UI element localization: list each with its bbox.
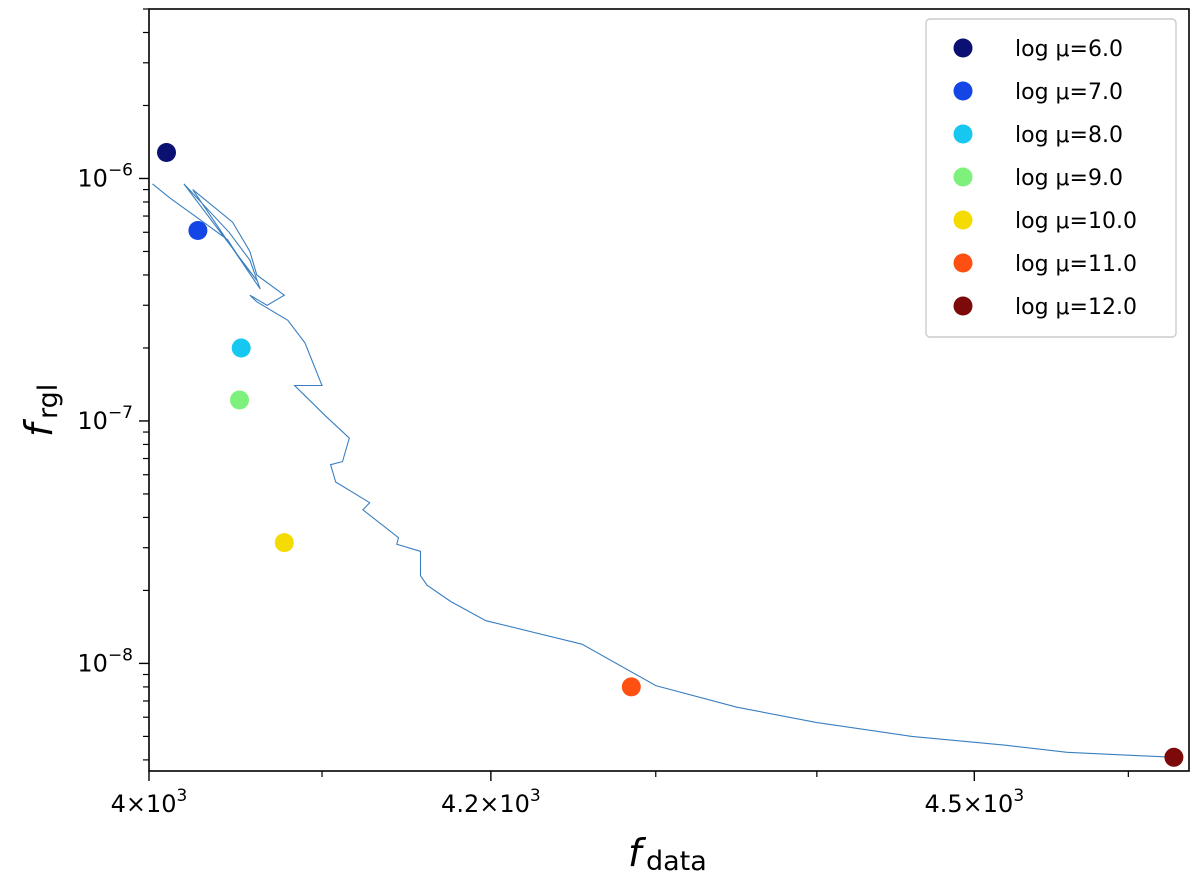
data-point xyxy=(274,533,294,553)
y-tick-labels: 10−6 10−7 10−8 xyxy=(77,160,133,677)
data-point xyxy=(157,143,176,162)
x-tick-label: 4×103 xyxy=(111,786,188,818)
data-point xyxy=(1164,747,1184,767)
major-ticks xyxy=(139,177,976,781)
data-point xyxy=(230,390,249,410)
x-tick-label: 4.2×103 xyxy=(441,786,541,818)
legend-box xyxy=(925,18,1177,338)
y-axis-label: f xyxy=(17,418,61,437)
x-axis-label-subscript: data xyxy=(646,846,707,877)
legend-marker xyxy=(953,253,973,273)
legend-marker xyxy=(953,296,973,316)
legend-marker xyxy=(953,38,973,58)
data-point xyxy=(231,338,251,358)
data-point xyxy=(621,677,641,697)
legend-label: log μ=9.0 xyxy=(1015,166,1123,191)
x-axis-label: f xyxy=(628,831,647,875)
legend-label: log μ=6.0 xyxy=(1015,37,1123,62)
legend-marker xyxy=(953,210,973,230)
legend-marker xyxy=(953,167,973,187)
legend-label: log μ=12.0 xyxy=(1015,295,1137,320)
markers xyxy=(157,143,1184,767)
legend-marker xyxy=(953,124,973,144)
series-line xyxy=(152,183,1174,758)
y-tick-label: 10−8 xyxy=(77,645,133,677)
legend-label: log μ=11.0 xyxy=(1015,252,1137,277)
y-axis-label-subscript: rgl xyxy=(33,384,64,419)
legend: log μ=6.0 log μ=7.0 log μ=8.0 log μ=9.0 log … xyxy=(925,18,1177,338)
legend-label: log μ=8.0 xyxy=(1015,123,1123,148)
x-tick-labels: 4×103 4.2×103 4.5×103 xyxy=(111,786,1025,818)
data-point xyxy=(188,221,208,240)
legend-marker xyxy=(953,81,973,101)
legend-label: log μ=10.0 xyxy=(1015,209,1137,234)
x-tick-label: 4.5×103 xyxy=(924,786,1024,818)
minor-ticks xyxy=(143,8,1129,777)
y-tick-label: 10−6 xyxy=(77,160,133,192)
legend-label: log μ=7.0 xyxy=(1015,80,1123,105)
legend-entries: log μ=6.0 log μ=7.0 log μ=8.0 log μ=9.0 log … xyxy=(953,37,1137,320)
y-tick-label: 10−7 xyxy=(77,403,133,435)
plot-frame xyxy=(148,8,1190,772)
